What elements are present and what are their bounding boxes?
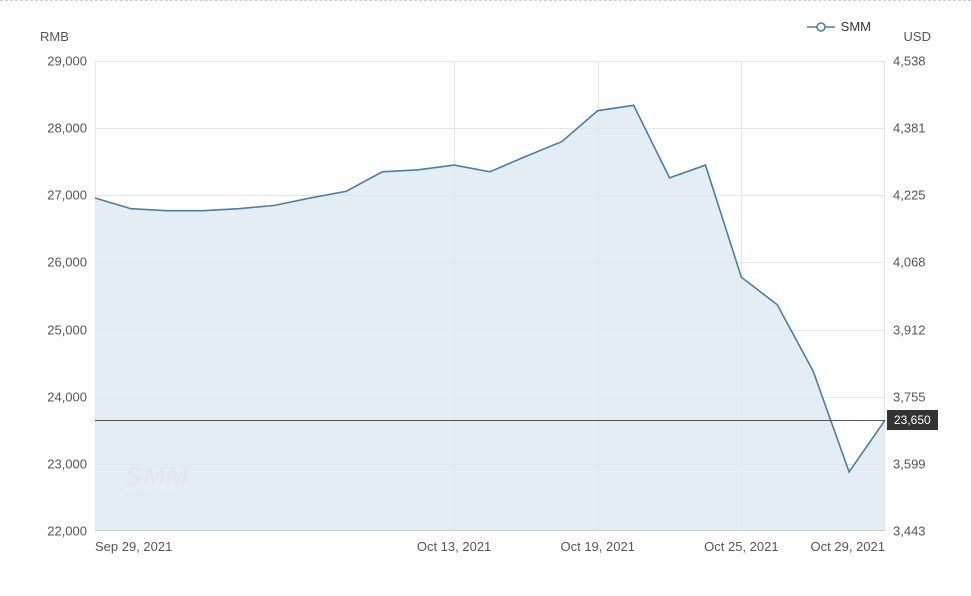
y-right-title: USD bbox=[904, 29, 931, 44]
y-right-tick: 4,225 bbox=[893, 188, 926, 203]
y-left-tick: 24,000 bbox=[47, 389, 87, 404]
x-tick: Sep 29, 2021 bbox=[95, 539, 172, 554]
y-left-tick: 22,000 bbox=[47, 524, 87, 539]
plot-area[interactable]: 22,0003,44323,0003,59924,0003,75525,0003… bbox=[95, 61, 885, 531]
y-right-tick: 4,068 bbox=[893, 255, 926, 270]
series-area bbox=[95, 105, 885, 531]
price-chart: RMB USD SMM 22,0003,44323,0003,59924,000… bbox=[0, 0, 971, 596]
x-tick: Oct 25, 2021 bbox=[704, 539, 778, 554]
y-left-tick: 27,000 bbox=[47, 188, 87, 203]
y-right-tick: 3,443 bbox=[893, 524, 926, 539]
x-tick: Oct 29, 2021 bbox=[811, 539, 885, 554]
y-right-tick: 3,599 bbox=[893, 456, 926, 471]
reference-line bbox=[95, 420, 885, 421]
y-right-tick: 4,538 bbox=[893, 54, 926, 69]
y-left-title: RMB bbox=[40, 29, 69, 44]
legend-marker-icon bbox=[807, 21, 835, 33]
y-right-tick: 4,381 bbox=[893, 121, 926, 136]
y-left-tick: 23,000 bbox=[47, 456, 87, 471]
y-left-tick: 29,000 bbox=[47, 54, 87, 69]
x-tick: Oct 13, 2021 bbox=[417, 539, 491, 554]
legend-label: SMM bbox=[841, 19, 871, 34]
chart-legend[interactable]: SMM bbox=[807, 19, 871, 34]
y-left-tick: 26,000 bbox=[47, 255, 87, 270]
reference-badge: 23,650 bbox=[887, 410, 938, 430]
x-tick: Oct 19, 2021 bbox=[560, 539, 634, 554]
y-right-tick: 3,755 bbox=[893, 389, 926, 404]
y-left-tick: 25,000 bbox=[47, 322, 87, 337]
y-left-tick: 28,000 bbox=[47, 121, 87, 136]
y-right-tick: 3,912 bbox=[893, 322, 926, 337]
series-svg bbox=[95, 61, 885, 531]
